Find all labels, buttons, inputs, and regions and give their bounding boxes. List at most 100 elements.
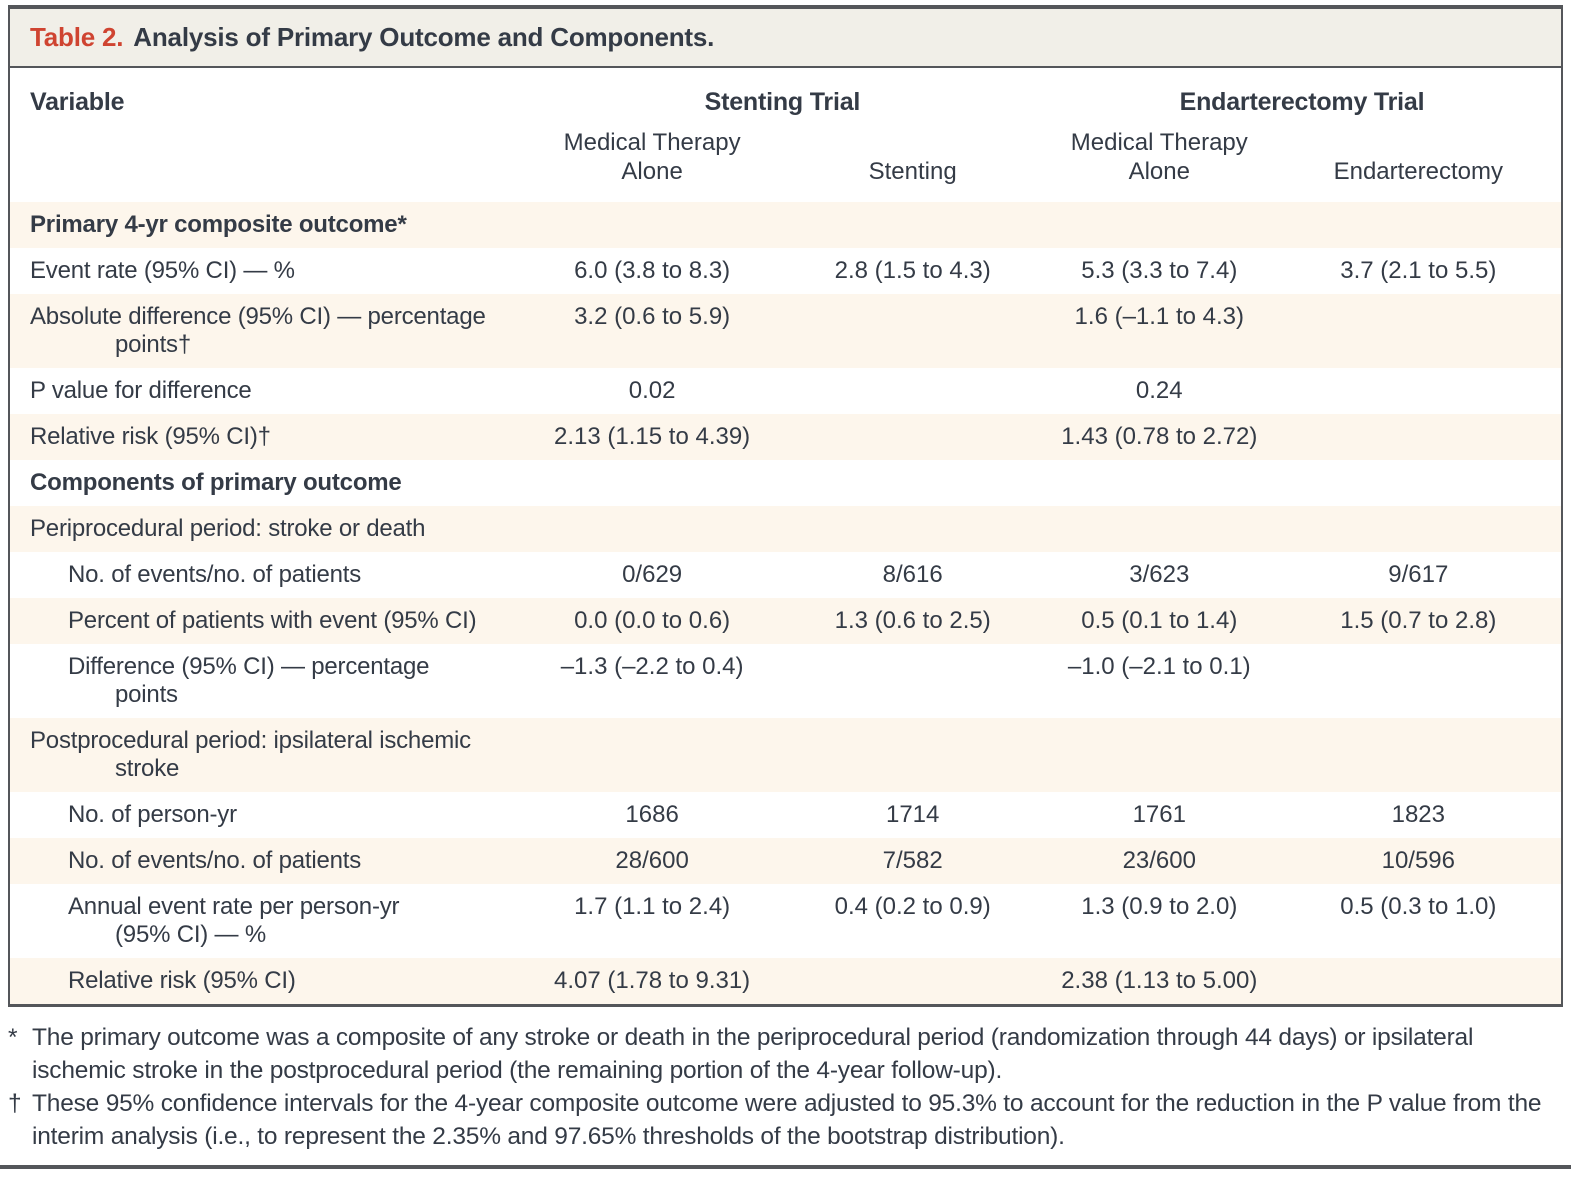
footnote: † These 95% confidence intervals for the … bbox=[8, 1087, 1559, 1153]
cell-value bbox=[1276, 294, 1561, 368]
cell-value: 1.43 (0.78 to 2.72) bbox=[1061, 423, 1258, 450]
cell-value bbox=[1276, 460, 1561, 506]
column-header-endarterectomy: Endarterectomy bbox=[1333, 158, 1503, 185]
cell-value: 2.13 (1.15 to 4.39) bbox=[554, 423, 751, 450]
row-label: Relative risk (95% CI)† bbox=[30, 423, 271, 450]
cell-value: 0.5 (0.3 to 1.0) bbox=[1340, 893, 1497, 920]
table-row: Components of primary outcome bbox=[10, 460, 1561, 506]
cell-value: 1.6 (–1.1 to 4.3) bbox=[1074, 303, 1244, 330]
row-label: No. of events/no. of patients bbox=[68, 847, 362, 874]
column-header-medical-therapy-stenting: Medical Therapy Alone bbox=[563, 129, 741, 185]
table-body: Primary 4-yr composite outcome* Event rat… bbox=[10, 202, 1561, 1004]
cell-value: 1714 bbox=[885, 801, 940, 828]
row-label: Absolute difference (95% CI) — percentag… bbox=[30, 303, 486, 358]
cell-value: 8/616 bbox=[882, 561, 943, 588]
table-title-text: Analysis of Primary Outcome and Componen… bbox=[133, 22, 715, 52]
cell-value bbox=[1276, 718, 1561, 792]
table-row: Event rate (95% CI) — % 6.0 (3.8 to 8.3) 2… bbox=[10, 248, 1561, 294]
cell-value bbox=[522, 460, 783, 506]
cell-value bbox=[782, 202, 1043, 248]
cell-value: 7/582 bbox=[882, 847, 943, 874]
cell-value bbox=[782, 718, 1043, 792]
cell-value: 3.7 (2.1 to 5.5) bbox=[1340, 257, 1497, 284]
cell-value: 1.3 (0.9 to 2.0) bbox=[1081, 893, 1238, 920]
table-row: No. of events/no. of patients 0/629 8/616 3… bbox=[10, 552, 1561, 598]
footnote-dagger-marker: † bbox=[8, 1090, 22, 1117]
cell-value: 1823 bbox=[1391, 801, 1445, 828]
cell-value: 5.3 (3.3 to 7.4) bbox=[1081, 257, 1238, 284]
cell-value: 23/600 bbox=[1122, 847, 1196, 874]
table-row: Absolute difference (95% CI) — percentag… bbox=[10, 294, 1561, 368]
outcomes-table: Variable Stenting Trial Endarterectomy T… bbox=[10, 68, 1561, 1004]
cell-value bbox=[522, 718, 783, 792]
section-header-label: Primary 4-yr composite outcome* bbox=[30, 211, 407, 238]
table-row: Annual event rate per person-yr (95% CI)… bbox=[10, 884, 1561, 958]
row-label: P value for difference bbox=[30, 377, 252, 404]
cell-value: 0/629 bbox=[622, 561, 683, 588]
row-label: No. of events/no. of patients bbox=[68, 561, 362, 588]
table-row: P value for difference 0.02 0.24 bbox=[10, 368, 1561, 414]
table-row: Relative risk (95% CI)† 2.13 (1.15 to 4.3… bbox=[10, 414, 1561, 460]
cell-value: 0.24 bbox=[1135, 377, 1183, 404]
row-label: Relative risk (95% CI) bbox=[68, 967, 296, 994]
cell-value: 1686 bbox=[625, 801, 679, 828]
cell-value: 1.5 (0.7 to 2.8) bbox=[1340, 607, 1497, 634]
table-number-label: Table 2. bbox=[30, 22, 124, 52]
cell-value bbox=[782, 414, 1043, 460]
cell-value: 9/617 bbox=[1388, 561, 1449, 588]
cell-value: 2.38 (1.13 to 5.00) bbox=[1061, 967, 1258, 994]
cell-value bbox=[1276, 506, 1561, 552]
row-label: Periprocedural period: stroke or death bbox=[30, 515, 426, 542]
cell-value: 2.8 (1.5 to 4.3) bbox=[834, 257, 991, 284]
footnote-asterisk-marker: * bbox=[8, 1024, 18, 1051]
table-row: Periprocedural period: stroke or death bbox=[10, 506, 1561, 552]
cell-value bbox=[1276, 414, 1561, 460]
cell-value bbox=[522, 506, 783, 552]
table-row: Primary 4-yr composite outcome* bbox=[10, 202, 1561, 248]
cell-value bbox=[1276, 644, 1561, 718]
cell-value bbox=[782, 294, 1043, 368]
footnote-text: The primary outcome was a composite of a… bbox=[32, 1024, 1474, 1084]
column-group-endarterectomy-trial: Endarterectomy Trial bbox=[1179, 88, 1425, 116]
cell-value: 1761 bbox=[1132, 801, 1186, 828]
cell-value: 4.07 (1.78 to 9.31) bbox=[554, 967, 751, 994]
table-row: No. of person-yr 1686 1714 1761 1823 bbox=[10, 792, 1561, 838]
section-header-label: Components of primary outcome bbox=[30, 469, 402, 496]
cell-value: 28/600 bbox=[615, 847, 689, 874]
cell-value bbox=[1276, 202, 1561, 248]
footnote: * The primary outcome was a composite of … bbox=[8, 1021, 1559, 1087]
row-label: Annual event rate per person-yr (95% CI)… bbox=[68, 893, 400, 948]
row-label: Postprocedural period: ipsilateral ische… bbox=[30, 727, 471, 782]
cell-value: 3/623 bbox=[1129, 561, 1190, 588]
cell-value bbox=[522, 202, 783, 248]
cell-value: 1.3 (0.6 to 2.5) bbox=[834, 607, 991, 634]
cell-value bbox=[1043, 460, 1276, 506]
table-row: Postprocedural period: ipsilateral ische… bbox=[10, 718, 1561, 792]
table-header: Variable Stenting Trial Endarterectomy T… bbox=[10, 68, 1561, 202]
column-group-stenting-trial: Stenting Trial bbox=[704, 88, 861, 116]
footnote-text: These 95% confidence intervals for the 4… bbox=[32, 1090, 1542, 1150]
table-row: No. of events/no. of patients 28/600 7/582… bbox=[10, 838, 1561, 884]
footnotes: * The primary outcome was a composite of … bbox=[8, 1021, 1559, 1153]
column-header-stenting: Stenting bbox=[868, 158, 957, 185]
column-header-variable: Variable bbox=[30, 88, 125, 116]
cell-value: –1.3 (–2.2 to 0.4) bbox=[560, 653, 744, 680]
row-label: Percent of patients with event (95% CI) bbox=[68, 607, 477, 634]
table-row: Difference (95% CI) — percentage points –… bbox=[10, 644, 1561, 718]
row-label: Event rate (95% CI) — % bbox=[30, 257, 295, 284]
cell-value bbox=[782, 958, 1043, 1004]
table-row: Percent of patients with event (95% CI) 0… bbox=[10, 598, 1561, 644]
cell-value bbox=[1276, 958, 1561, 1004]
cell-value: 3.2 (0.6 to 5.9) bbox=[574, 303, 731, 330]
cell-value: 0.0 (0.0 to 0.6) bbox=[574, 607, 731, 634]
cell-value: 6.0 (3.8 to 8.3) bbox=[574, 257, 731, 284]
cell-value bbox=[1043, 202, 1276, 248]
table-container: Table 2. Analysis of Primary Outcome and … bbox=[8, 5, 1563, 1007]
cell-value: 0.5 (0.1 to 1.4) bbox=[1081, 607, 1238, 634]
sub-header-row: Medical Therapy Alone Stenting Medical T… bbox=[10, 118, 1561, 202]
cell-value bbox=[1043, 506, 1276, 552]
row-label: Difference (95% CI) — percentage points bbox=[68, 653, 430, 708]
column-header-medical-therapy-endarterectomy: Medical Therapy Alone bbox=[1070, 129, 1248, 185]
figure-bottom-rule bbox=[0, 1165, 1571, 1169]
